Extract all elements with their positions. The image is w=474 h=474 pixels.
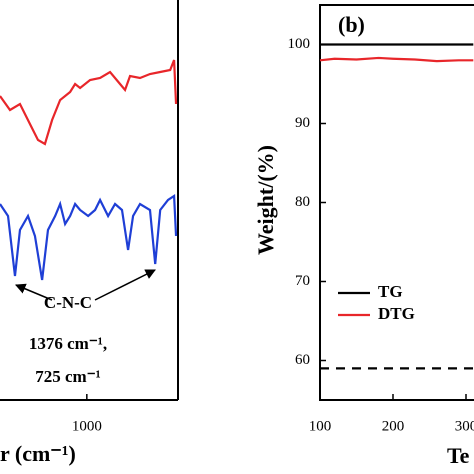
ftir-panel: C-N-C 1376 cm⁻¹, 725 cm⁻¹ r (cm⁻¹) 1000 [0,0,179,466]
legend-label: TG [378,282,403,301]
y-tick-label: 80 [295,194,310,210]
x-tick-label: 300 [455,418,474,434]
tg-panel: (b) Weight/(%) Te 100 200 300 60 70 80 90 100 TG… [253,4,474,468]
annotation: 1376 cm⁻¹, [29,334,107,353]
annotation: C-N-C [44,293,92,312]
y-tick-label: 70 [295,273,310,289]
arrow [15,283,53,301]
series-line [0,194,178,281]
panel-label: (b) [338,12,365,37]
arrow [94,269,156,301]
x-tick-label: 100 [309,418,332,434]
y-tick-label: 90 [295,115,310,131]
annotation: 725 cm⁻¹ [35,367,101,386]
y-tick-label: 60 [295,352,310,368]
legend-label: DTG [378,304,415,323]
x-axis-label: Te [447,443,470,468]
x-tick-label: 200 [382,418,405,434]
series-line [0,59,178,146]
x-tick-label: 1000 [72,418,102,434]
x-axis-label: r (cm⁻¹) [0,441,76,466]
series-line [319,56,474,63]
y-tick-label: 100 [288,36,311,52]
y-axis-label: Weight/(%) [253,145,278,255]
axis-frame [319,4,474,401]
